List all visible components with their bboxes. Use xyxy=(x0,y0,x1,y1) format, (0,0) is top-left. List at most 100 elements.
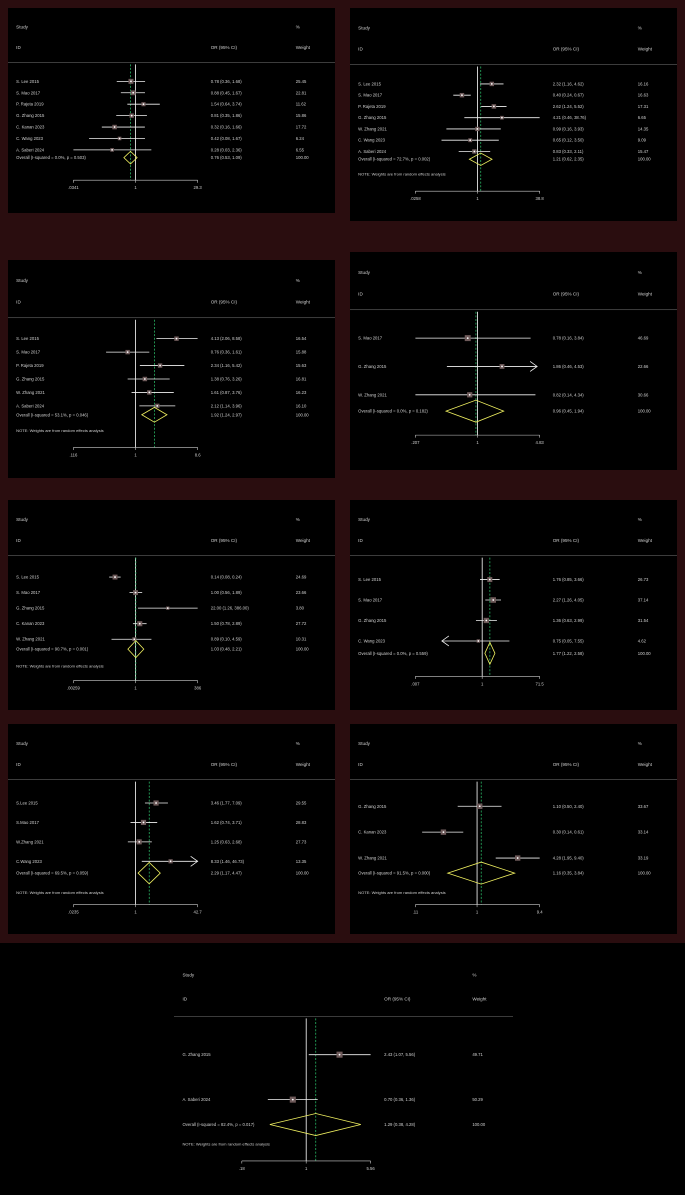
ci-arrow-right xyxy=(190,855,199,867)
study-weight: 33.14 xyxy=(638,830,649,835)
x-tick-label: .007 xyxy=(411,681,420,686)
study-label: G. Zhang 2015 xyxy=(358,804,387,809)
study-weight: 33.67 xyxy=(638,804,649,809)
point-estimate xyxy=(132,91,135,94)
study-weight: 4.62 xyxy=(638,638,647,643)
point-estimate xyxy=(133,638,136,641)
study-weight: 50.29 xyxy=(472,1097,483,1102)
header-or-ci: OR (95% CI) xyxy=(211,762,238,767)
point-estimate xyxy=(148,391,151,394)
overall-diamond xyxy=(444,399,505,423)
ci-arrow-right xyxy=(529,361,538,372)
header-study: Study xyxy=(16,278,28,283)
point-estimate xyxy=(492,599,495,601)
forest-plot-7: Study ID OR (95% CI)% Weight S.Lee 2015 3.46 … xyxy=(8,724,335,934)
header-or-ci: OR (95% CI) xyxy=(211,300,238,305)
point-estimate xyxy=(492,105,495,108)
forest-svg: Study ID OR (95% CI)% Weight S.Lee 2015 3.46 … xyxy=(8,741,335,915)
x-tick-label: .11 xyxy=(413,910,419,915)
header-id: ID xyxy=(16,762,21,767)
weights-note: NOTE: Weights are from random effects an… xyxy=(358,890,445,895)
study-weight: 49.71 xyxy=(472,1052,483,1057)
point-estimate xyxy=(143,378,146,380)
study-weight: 13.35 xyxy=(296,859,307,864)
study-weight: 16.10 xyxy=(296,403,307,408)
overall-diamond xyxy=(123,150,138,165)
overall-label: Overall (I-squared = 0.0%, p = 0.182) xyxy=(358,409,428,414)
point-estimate xyxy=(461,94,463,97)
study-label: W. Zhang 2021 xyxy=(358,856,387,861)
header-weight: Weight xyxy=(638,47,653,52)
x-tick-label: 8.6 xyxy=(195,452,202,457)
overall-weight: 100.00 xyxy=(296,412,310,417)
header-study: Study xyxy=(16,25,28,30)
point-estimate xyxy=(156,404,159,407)
overall-diamond xyxy=(446,861,516,885)
ci-arrow-left xyxy=(441,635,450,647)
study-or-ci: 0.40 (0.24, 0.67) xyxy=(553,93,585,98)
header-percent: % xyxy=(638,25,642,30)
overall-diamond xyxy=(127,639,145,659)
study-label: G. Zhang 2015 xyxy=(16,376,45,381)
study-weight: 15.86 xyxy=(296,113,307,118)
study-label: S. Mao 2017 xyxy=(358,336,383,341)
x-tick-label: .207 xyxy=(411,440,420,445)
study-or-ci: 3.46 (1.77, 7.09) xyxy=(211,801,243,806)
point-estimate xyxy=(488,578,491,581)
x-tick-label: 29.3 xyxy=(194,185,203,190)
point-estimate xyxy=(134,591,137,594)
study-label: W. Zhang 2021 xyxy=(16,637,45,642)
study-or-ci: 0.88 (0.45, 1.67) xyxy=(211,90,243,95)
point-estimate xyxy=(468,393,471,396)
study-weight: 27.72 xyxy=(296,621,307,626)
header-percent: % xyxy=(638,741,642,746)
overall-weight: 100.00 xyxy=(296,871,310,876)
study-weight: 16.81 xyxy=(296,376,307,381)
study-label: C. Wang 2023 xyxy=(358,138,385,143)
study-weight: 10.31 xyxy=(296,637,307,642)
forest-svg: Study ID OR (95% CI)% Weight S. Mao 2017 0.78… xyxy=(350,270,677,445)
x-tick-label: 386 xyxy=(194,686,202,691)
study-or-ci: 1.54 (0.64, 3.74) xyxy=(211,102,243,107)
header-id: ID xyxy=(182,997,187,1002)
overall-weight: 100.00 xyxy=(296,647,310,652)
forest-svg: Study ID OR (95% CI)% Weight G. Zhang 2015 2.… xyxy=(174,972,513,1171)
study-label: W. Zhang 2021 xyxy=(358,392,387,397)
overall-or-ci: 1.92 (1.24, 2.97) xyxy=(211,412,243,417)
study-weight: 46.69 xyxy=(638,336,649,341)
point-estimate xyxy=(291,1098,294,1101)
study-or-ci: 1.62 (0.74, 3.71) xyxy=(211,820,243,825)
study-weight: 3.80 xyxy=(296,606,305,611)
study-label: S. Lee 2015 xyxy=(358,81,381,86)
weights-note: NOTE: Weights are from random effects an… xyxy=(182,1142,269,1147)
weights-note: NOTE: Weights are from random effects an… xyxy=(16,428,103,433)
study-label: S. Lee 2015 xyxy=(16,575,39,580)
header-id: ID xyxy=(16,45,21,50)
study-label: A. Saberi 2024 xyxy=(182,1097,211,1102)
point-estimate xyxy=(485,619,488,622)
point-estimate xyxy=(138,840,141,843)
study-or-ci: 1.76 (0.85, 3.66) xyxy=(553,577,585,582)
x-tick-label: 1 xyxy=(134,910,137,915)
overall-diamond xyxy=(269,1113,361,1136)
study-weight: 17.31 xyxy=(638,104,649,109)
study-or-ci: 0.32 (0.16, 1.66) xyxy=(211,125,243,130)
study-weight: 16.23 xyxy=(296,390,307,395)
header-weight: Weight xyxy=(296,45,311,50)
point-estimate xyxy=(501,116,503,119)
overall-label: Overall (I-squared = 0.0%, p = 0.503) xyxy=(16,155,86,160)
study-or-ci: 2.27 (1.26, 4.05) xyxy=(553,598,585,603)
point-estimate xyxy=(166,607,169,610)
point-estimate xyxy=(478,805,481,808)
header-study: Study xyxy=(182,972,194,977)
point-estimate xyxy=(338,1053,341,1056)
study-or-ci: 0.82 (0.14, 4.34) xyxy=(553,392,585,397)
header-or-ci: OR (95% CI) xyxy=(553,292,580,297)
header-study: Study xyxy=(16,741,28,746)
study-label: S. Lee 2015 xyxy=(358,577,381,582)
study-label: S. Mao 2017 xyxy=(16,590,41,595)
study-or-ci: 22.00 (1.26, 386.00) xyxy=(211,606,250,611)
overall-or-ci: 1.21 (0.62, 2.35) xyxy=(553,157,585,162)
point-estimate xyxy=(516,857,519,859)
overall-or-ci: 1.03 (0.48, 2.21) xyxy=(211,647,243,652)
